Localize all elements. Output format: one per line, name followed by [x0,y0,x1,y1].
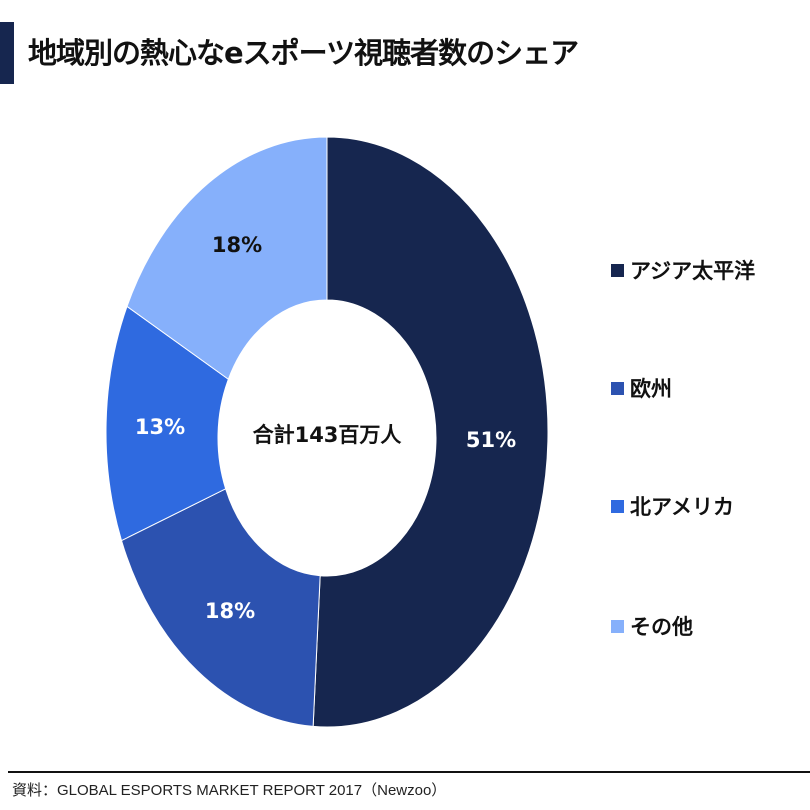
chart-title: 地域別の熱心なeスポーツ視聴者数のシェア [28,36,579,70]
legend-swatch [611,619,624,633]
data-label-0: 51% [465,428,517,452]
donut-slice-0 [312,136,549,728]
legend-label: 欧州 [630,377,672,401]
legend-swatch [611,499,624,513]
donut-slice-2 [105,305,229,542]
data-label-3: 18% [211,233,263,257]
donut-slice-3 [126,136,328,381]
title-accent-bar [0,22,14,84]
source-note: 資料：GLOBAL ESPORTS MARKET REPORT 2017（New… [12,782,447,799]
legend-item-1: 欧州 [611,373,672,403]
legend-swatch [611,263,624,277]
center-label: 合計143百万人 [252,423,402,447]
legend-label: 北アメリカ [630,495,734,519]
legend-label: その他 [630,615,693,639]
legend-item-0: アジア太平洋 [611,255,755,285]
legend-item-3: その他 [611,611,693,641]
legend-item-2: 北アメリカ [611,491,734,521]
legend-label: アジア太平洋 [630,259,756,283]
legend-swatch [611,381,624,395]
donut-slice-1 [120,488,321,727]
data-label-1: 18% [204,599,256,623]
data-label-2: 13% [134,415,186,439]
footer-divider [8,771,810,773]
